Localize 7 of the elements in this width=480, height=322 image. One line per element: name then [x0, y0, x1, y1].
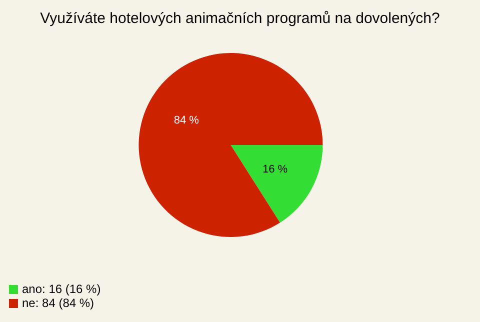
chart-title: Využíváte hotelových animačních programů na dovolených? [39, 10, 441, 27]
pie-slice [230, 145, 323, 223]
data-label: 84 % [174, 114, 200, 127]
pie-slice [138, 53, 323, 237]
legend-label: ano: 16 (16 %) [22, 282, 101, 296]
legend-label: ne: 84 (84 %) [22, 296, 94, 310]
data-label: 16 % [262, 163, 288, 176]
